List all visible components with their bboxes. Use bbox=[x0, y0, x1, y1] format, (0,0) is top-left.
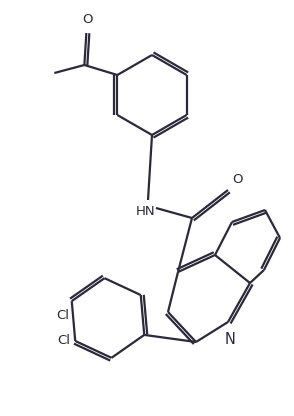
Text: Cl: Cl bbox=[57, 309, 70, 322]
Text: HN: HN bbox=[136, 205, 156, 218]
Text: O: O bbox=[82, 13, 93, 26]
Text: Cl: Cl bbox=[57, 334, 70, 347]
Text: N: N bbox=[225, 332, 235, 347]
Text: O: O bbox=[232, 173, 243, 186]
